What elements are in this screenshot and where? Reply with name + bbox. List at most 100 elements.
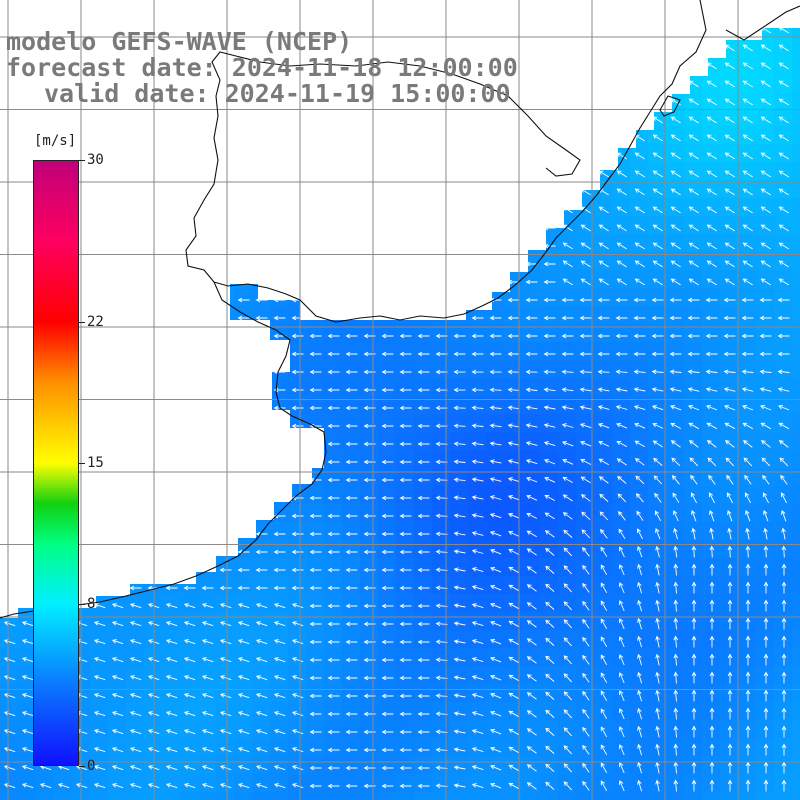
wind-arrow (545, 745, 555, 754)
wind-speed-cell (18, 774, 36, 792)
wind-speed-cell (504, 396, 522, 414)
wind-arrow (345, 657, 358, 663)
wind-speed-cell (432, 720, 450, 738)
wind-arrow (763, 725, 769, 738)
wind-speed-cell (306, 540, 324, 558)
wind-speed-cell (792, 558, 800, 576)
wind-arrow (291, 711, 304, 717)
wind-speed-cell (90, 612, 108, 630)
wind-arrow (633, 387, 646, 392)
wind-arrow (763, 617, 769, 630)
wind-speed-cell (486, 378, 504, 396)
wind-arrow (507, 405, 520, 411)
wind-speed-cell (198, 684, 216, 702)
wind-speed-cell (594, 756, 612, 774)
wind-arrow (526, 584, 537, 592)
wind-arrow (745, 671, 751, 684)
wind-arrow (597, 387, 610, 392)
wind-arrow (291, 765, 304, 771)
wind-arrow (526, 656, 537, 664)
wind-arrow (781, 689, 787, 702)
wind-speed-cell (792, 504, 800, 522)
wind-speed-cell (594, 414, 612, 432)
wind-arrow (201, 765, 214, 771)
wind-speed-cell (324, 540, 342, 558)
wind-speed-cell (594, 594, 612, 612)
wind-arrow (781, 653, 787, 666)
wind-speed-cell (792, 360, 800, 378)
wind-speed-cell (396, 792, 414, 800)
wind-arrow (673, 635, 679, 648)
wind-arrow (489, 405, 502, 411)
wind-arrow (759, 351, 772, 357)
wind-speed-cell (558, 288, 576, 306)
wind-speed-cell (378, 612, 396, 630)
wind-arrow (781, 563, 787, 576)
colorbar-gradient (33, 160, 79, 766)
wind-arrow (327, 765, 340, 771)
wind-speed-cell (612, 306, 630, 324)
wind-speed-cell (270, 756, 288, 774)
wind-arrow (634, 152, 645, 160)
wind-arrow (637, 599, 643, 612)
wind-speed-cell (378, 774, 396, 792)
wind-speed-cell (468, 720, 486, 738)
wind-arrow (599, 493, 609, 502)
wind-speed-cell (90, 792, 108, 800)
wind-arrow (291, 369, 304, 375)
wind-speed-cell (378, 594, 396, 612)
wind-arrow (471, 621, 484, 627)
wind-arrow (543, 387, 556, 393)
wind-arrow (526, 494, 538, 501)
wind-arrow (399, 675, 412, 681)
wind-arrow (706, 80, 717, 88)
wind-arrow (618, 564, 625, 576)
wind-speed-cell (270, 630, 288, 648)
wind-speed-cell (756, 486, 774, 504)
wind-arrow (616, 440, 628, 447)
wind-arrow (618, 780, 625, 792)
wind-arrow (742, 170, 753, 178)
wind-arrow (691, 509, 697, 522)
wind-speed-cell (594, 540, 612, 558)
wind-arrow (673, 779, 679, 792)
wind-speed-cell (468, 342, 486, 360)
wind-arrow (291, 333, 304, 339)
wind-arrow (709, 617, 715, 630)
wind-arrow (706, 152, 717, 160)
wind-speed-cell (522, 468, 540, 486)
wind-arrow (597, 423, 610, 429)
wind-arrow (600, 654, 608, 666)
wind-arrow (691, 725, 697, 738)
wind-arrow (781, 779, 787, 792)
wind-arrow (705, 315, 718, 321)
wind-speed-cell (774, 378, 792, 396)
coastline-path (659, 95, 681, 117)
wind-speed-cell (378, 396, 396, 414)
wind-speed-cell (486, 432, 504, 450)
wind-arrow (201, 693, 214, 699)
wind-arrow (634, 242, 645, 250)
wind-arrow (219, 783, 232, 789)
wind-arrow (309, 351, 322, 357)
wind-arrow (781, 725, 787, 738)
wind-speed-cell (90, 648, 108, 666)
wind-arrow (471, 693, 484, 699)
wind-arrow (345, 711, 358, 717)
wind-speed-cell (792, 144, 800, 162)
wind-speed-cell (486, 738, 504, 756)
wind-arrow (201, 711, 214, 717)
wind-arrow (417, 495, 430, 501)
wind-arrow (724, 206, 735, 214)
wind-arrow (489, 423, 502, 428)
wind-arrow (526, 782, 537, 790)
wind-arrow (309, 675, 322, 681)
wind-arrow (706, 260, 717, 268)
wind-speed-cell (324, 702, 342, 720)
wind-arrow (742, 260, 753, 268)
wind-speed-cell (450, 378, 468, 396)
wind-arrow (381, 369, 394, 375)
wind-speed-cell (792, 432, 800, 450)
wind-arrow (291, 783, 304, 789)
wind-arrow (471, 657, 484, 663)
